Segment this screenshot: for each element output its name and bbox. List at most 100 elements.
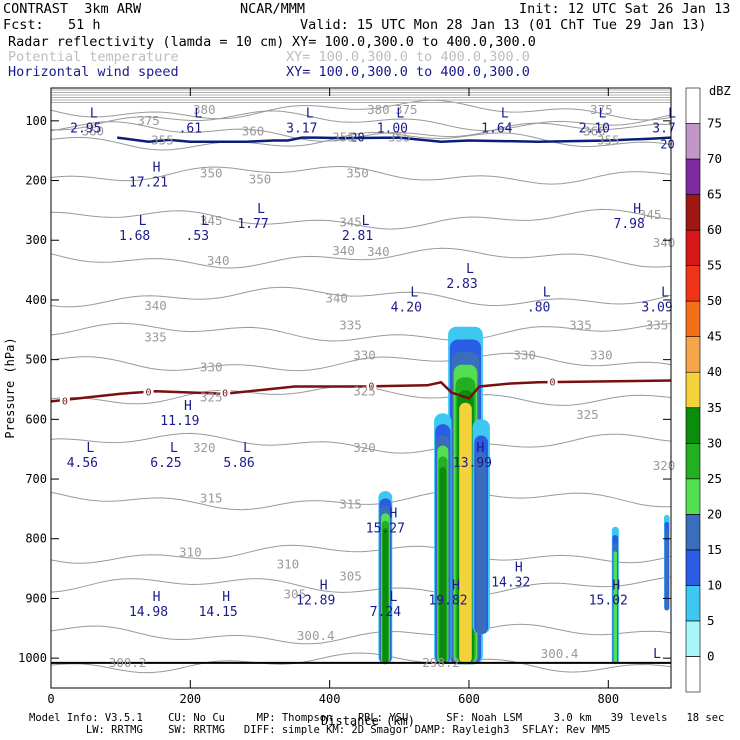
theta-contour-line	[50, 165, 672, 185]
theta-label: 335	[339, 318, 362, 333]
theta-label: 300.2	[109, 655, 147, 670]
wind-extremum-marker: L	[389, 590, 397, 605]
colorbar-unit: dBZ	[709, 84, 731, 98]
theta-contour-line	[50, 99, 672, 121]
theta-label: 300.4	[297, 628, 335, 643]
wind-extremum-marker: L	[598, 107, 606, 122]
wind-extremum-marker: H	[222, 590, 230, 605]
wind-extremum-marker: H	[153, 590, 161, 605]
wind-extremum-marker: H	[184, 399, 192, 414]
model-name: CONTRAST 3km ARW	[3, 1, 142, 17]
theta-contour-line	[50, 432, 672, 454]
colorbar-swatch	[685, 123, 701, 160]
freezing-label-bg	[220, 387, 231, 399]
theta-contour-line	[50, 110, 672, 132]
jet-contour-line	[117, 136, 672, 143]
colorbar-swatch	[685, 442, 701, 480]
colorbar-label: 30	[707, 435, 722, 450]
field-reflectivity-xy: XY= 100.0,300.0 to 400.0,300.0	[292, 34, 536, 50]
colorbar-swatch	[685, 514, 701, 551]
colorbar-swatch	[685, 265, 701, 302]
theta-label: 330	[590, 347, 613, 362]
theta-contour-line	[50, 352, 672, 372]
colorbar-swatch	[685, 620, 701, 657]
theta-label: 325	[576, 407, 599, 422]
colorbar-label: 0	[707, 649, 715, 664]
reflectivity-cell	[439, 467, 447, 665]
wind-extremum-marker: L	[86, 441, 94, 456]
wind-extremum-value: 2.81	[342, 229, 373, 244]
theta-label: 350	[200, 165, 223, 180]
footer-physics-info: LW: RRTMG SW: RRTMG DIFF: simple KM: 2D …	[29, 724, 611, 736]
theta-contour-line	[50, 247, 672, 269]
wind-extremum-value: 4.56	[67, 456, 98, 471]
theta-contour-line	[50, 652, 672, 674]
theta-contour-line	[50, 576, 672, 597]
theta-label: 355	[388, 130, 411, 145]
y-tick-label: 1000	[18, 651, 47, 665]
theta-label: 330	[353, 347, 376, 362]
colorbar-swatch	[685, 656, 701, 693]
y-tick-label: 800	[25, 532, 47, 546]
y-tick-label: 400	[25, 293, 47, 307]
wind-extremum-value: 11.19	[160, 414, 199, 429]
colorbar-swatch	[685, 87, 701, 124]
valid-time: Valid: 15 UTC Mon 28 Jan 13 (01 ChT Tue …	[300, 17, 707, 33]
wind-extremum-value: 1.68	[119, 229, 150, 244]
wind-extremum-marker: H	[515, 560, 523, 575]
wind-extremum-marker: L	[501, 107, 509, 122]
freezing-level-label: 0	[222, 389, 228, 400]
freezing-label-bg	[366, 380, 377, 392]
field-wind-label: Horizontal wind speed	[8, 64, 179, 80]
theta-label: 320	[653, 458, 676, 473]
colorbar-label: 65	[707, 187, 722, 202]
theta-label: 315	[339, 497, 362, 512]
wind-extremum-value: 12.89	[296, 593, 335, 608]
freezing-label-bg	[59, 395, 70, 407]
wind-extremum-value: 6.25	[150, 456, 181, 471]
colorbar-label: 5	[707, 613, 715, 628]
colorbar-swatch	[685, 585, 701, 622]
theta-label: 330	[200, 359, 223, 374]
wind-extremum-value: 14.32	[491, 575, 530, 590]
freezing-label-bg	[143, 386, 154, 398]
y-tick-label: 700	[25, 472, 47, 486]
wind-extremum-marker: L	[396, 107, 404, 122]
colorbar-label: 70	[707, 151, 722, 166]
wind-extremum-value: .61	[179, 122, 202, 137]
jet-contour-label: 20	[350, 131, 364, 145]
wind-extremum-marker: L	[243, 441, 251, 456]
wind-extremum-value: 4.20	[391, 301, 422, 316]
theta-label: 320	[353, 440, 376, 455]
theta-label: 355	[332, 130, 355, 145]
y-tick-label: 600	[25, 412, 47, 426]
wind-extremum-value: 15.27	[366, 522, 405, 537]
theta-label: 340	[144, 298, 167, 313]
x-tick-label: 200	[179, 692, 201, 706]
colorbar-label: 45	[707, 329, 722, 344]
wind-extremum-marker: L	[668, 107, 676, 122]
theta-label: 335	[144, 330, 167, 345]
wind-extremum-marker: L	[661, 286, 669, 301]
theta-label: 335	[569, 318, 592, 333]
freezing-label-bg	[547, 376, 558, 388]
plot-frame	[50, 87, 672, 689]
colorbar-label: 75	[707, 116, 722, 131]
y-tick-label: 200	[25, 174, 47, 188]
theta-label: 375	[395, 102, 418, 117]
wind-extremum-value: 15.02	[589, 593, 628, 608]
colorbar-label: 10	[707, 577, 722, 592]
theta-contour-line	[50, 131, 672, 151]
x-tick-label: 800	[597, 692, 619, 706]
freezing-level-label: 0	[62, 396, 68, 407]
x-tick-label: 0	[47, 692, 54, 706]
theta-contour-line	[50, 286, 672, 308]
wind-extremum-marker: L	[90, 107, 98, 122]
colorbar-label: 50	[707, 293, 722, 308]
field-wind-xy: XY= 100.0,300.0 to 400.0,300.0	[286, 64, 530, 80]
wind-extremum-marker: H	[153, 160, 161, 175]
theta-label: 325	[353, 383, 376, 398]
colorbar-swatch	[685, 549, 701, 586]
colorbar-label: 15	[707, 542, 722, 557]
